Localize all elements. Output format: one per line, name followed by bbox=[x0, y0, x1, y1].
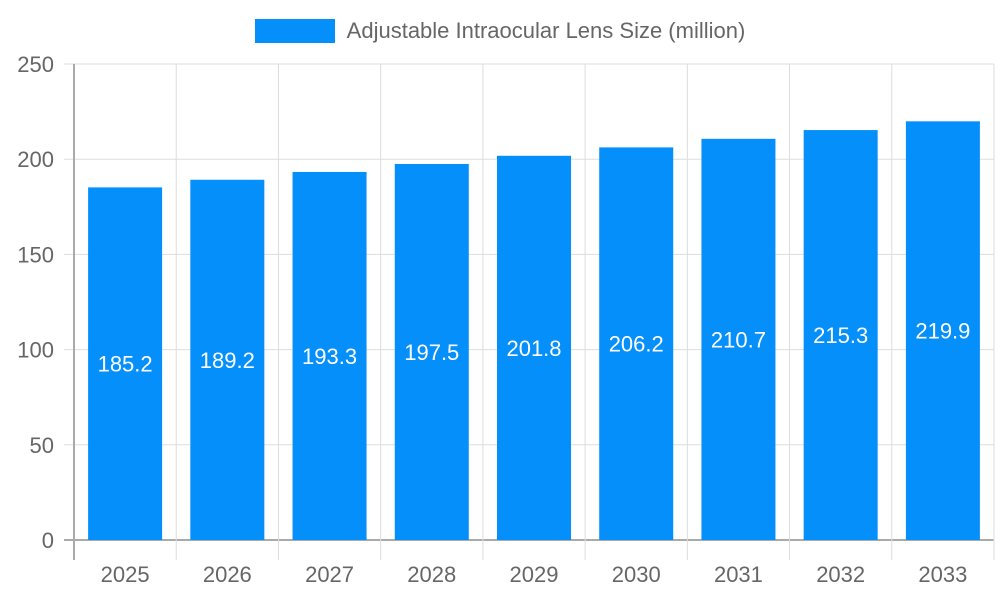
y-tick-label: 50 bbox=[30, 433, 54, 458]
data-label: 206.2 bbox=[609, 332, 664, 357]
bar[interactable] bbox=[905, 121, 980, 541]
data-label: 210.7 bbox=[711, 327, 766, 352]
y-tick-label: 100 bbox=[17, 338, 54, 363]
x-tick-label: 2025 bbox=[101, 562, 150, 587]
legend: Adjustable Intraocular Lens Size (millio… bbox=[0, 18, 1000, 44]
x-tick-label: 2029 bbox=[510, 562, 559, 587]
y-tick-label: 150 bbox=[17, 242, 54, 267]
bar[interactable] bbox=[190, 179, 265, 541]
x-tick-label: 2028 bbox=[407, 562, 456, 587]
legend-label: Adjustable Intraocular Lens Size (millio… bbox=[346, 18, 746, 43]
bar[interactable] bbox=[292, 171, 367, 541]
data-label: 219.9 bbox=[915, 319, 970, 344]
data-label: 197.5 bbox=[404, 340, 459, 365]
x-tick-label: 2032 bbox=[816, 562, 865, 587]
x-tick-label: 2033 bbox=[918, 562, 967, 587]
data-label: 201.8 bbox=[506, 336, 561, 361]
data-label: 189.2 bbox=[200, 348, 255, 373]
x-tick-label: 2026 bbox=[203, 562, 252, 587]
legend-swatch[interactable] bbox=[254, 19, 335, 43]
bar[interactable] bbox=[88, 187, 163, 540]
bar[interactable] bbox=[599, 147, 674, 540]
y-tick-label: 200 bbox=[17, 147, 54, 172]
data-label: 193.3 bbox=[302, 344, 357, 369]
bar[interactable] bbox=[803, 130, 878, 541]
bar[interactable] bbox=[394, 163, 469, 540]
y-tick-label: 0 bbox=[42, 528, 54, 553]
data-label: 185.2 bbox=[98, 352, 153, 377]
y-tick-label: 250 bbox=[17, 52, 54, 77]
x-tick-label: 2027 bbox=[305, 562, 354, 587]
bar[interactable] bbox=[701, 138, 776, 540]
bar[interactable] bbox=[497, 155, 571, 540]
data-label: 215.3 bbox=[813, 323, 868, 348]
x-tick-label: 2031 bbox=[714, 562, 763, 587]
x-tick-label: 2030 bbox=[612, 562, 661, 587]
